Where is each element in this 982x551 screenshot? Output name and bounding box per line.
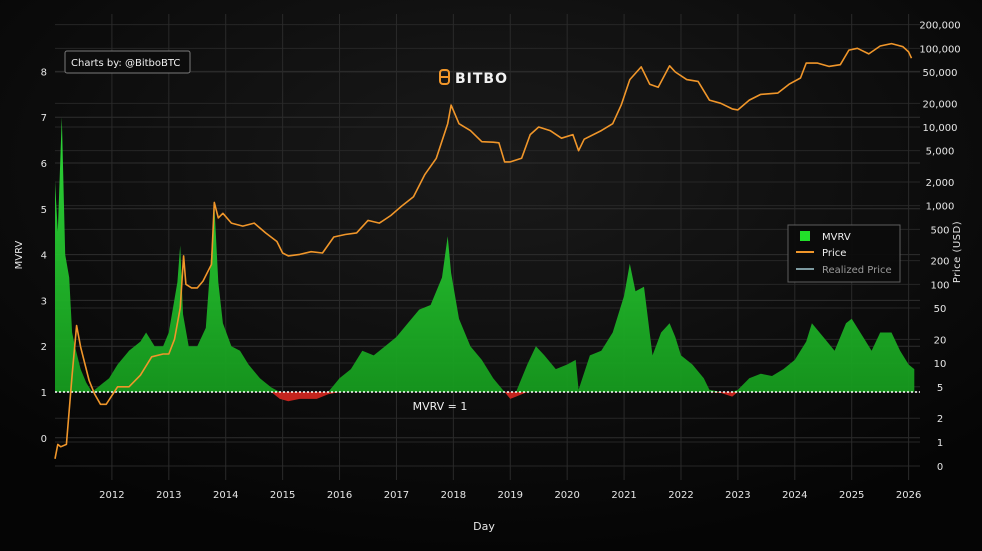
price-line: [54, 42, 913, 459]
left-tick-label: 6: [41, 159, 47, 170]
left-axis-title: MVRV: [14, 240, 25, 269]
right-tick-label: 0: [937, 462, 943, 473]
price-line-group: [54, 42, 913, 459]
credit-box: Charts by: @BitboBTC: [64, 50, 191, 74]
credit-text: Charts by: @BitboBTC: [71, 58, 180, 69]
x-tick-label: 2022: [668, 490, 693, 501]
x-tick-label: 2021: [611, 490, 636, 501]
legend-label-price: Price: [822, 248, 846, 259]
x-tick-label: 2023: [725, 490, 750, 501]
right-tick-label: 50: [934, 304, 947, 315]
x-tick-label: 2019: [498, 490, 523, 501]
legend-swatch-mvrv: [800, 231, 810, 241]
right-axis-ticks: 0 1 2 5 10 20 50 100 200 500 1,000 2,000 5,000 10,000…: [919, 21, 960, 473]
x-tick-label: 2016: [327, 490, 352, 501]
left-tick-label: 3: [41, 296, 47, 307]
x-axis-title: Day: [473, 520, 495, 533]
bitcoin-b-icon: [439, 69, 450, 85]
x-tick-label: 2017: [384, 490, 409, 501]
legend-label-realized-price: Realized Price: [822, 265, 892, 276]
right-tick-label: 1,000: [926, 202, 955, 213]
right-axis-title: Price (USD): [952, 221, 963, 283]
right-tick-label: 10,000: [923, 123, 958, 134]
x-tick-label: 2018: [441, 490, 466, 501]
mvrv-area-group: [55, 117, 915, 402]
left-tick-label: 5: [41, 205, 47, 216]
left-tick-label: 7: [41, 113, 47, 124]
x-tick-label: 2015: [270, 490, 295, 501]
right-tick-label: 5: [937, 383, 943, 394]
legend: MVRV Price Realized Price: [787, 224, 901, 283]
right-tick-label: 1: [937, 438, 943, 449]
left-tick-label: 0: [41, 434, 47, 445]
right-tick-label: 200,000: [919, 21, 960, 32]
right-tick-label: 200: [930, 257, 949, 268]
x-axis-ticks: 2012 2013 2014 2015 2016 2017 2018 2019 2020 2021…: [99, 490, 921, 501]
right-tick-label: 500: [930, 225, 949, 236]
x-tick-label: 2012: [99, 490, 124, 501]
mvrv-area-above-one: [55, 117, 915, 392]
left-tick-label: 2: [41, 342, 47, 353]
left-tick-label: 1: [41, 388, 47, 399]
right-tick-label: 5,000: [926, 147, 955, 158]
right-tick-label: 50,000: [923, 68, 958, 79]
x-tick-label: 2014: [213, 490, 238, 501]
left-axis-ticks: 0 1 2 3 4 5 6 7 8: [41, 67, 47, 444]
threshold-label: MVRV = 1: [413, 400, 468, 413]
right-tick-label: 2,000: [926, 178, 955, 189]
right-tick-label: 20,000: [923, 99, 958, 110]
right-tick-label: 100,000: [919, 44, 960, 55]
right-tick-label: 100: [930, 280, 949, 291]
right-tick-label: 20: [934, 335, 947, 346]
x-tick-label: 2026: [896, 490, 921, 501]
right-tick-label: 2: [937, 414, 943, 425]
legend-label-mvrv: MVRV: [822, 232, 851, 243]
x-tick-label: 2013: [156, 490, 181, 501]
x-tick-label: 2025: [839, 490, 864, 501]
brand-name: BITBO: [455, 71, 508, 87]
x-tick-label: 2020: [554, 490, 579, 501]
left-tick-label: 4: [41, 251, 47, 262]
left-tick-label: 8: [41, 67, 47, 78]
x-tick-label: 2024: [782, 490, 807, 501]
brand-logo: BITBO: [439, 69, 508, 87]
right-tick-label: 10: [934, 359, 947, 370]
